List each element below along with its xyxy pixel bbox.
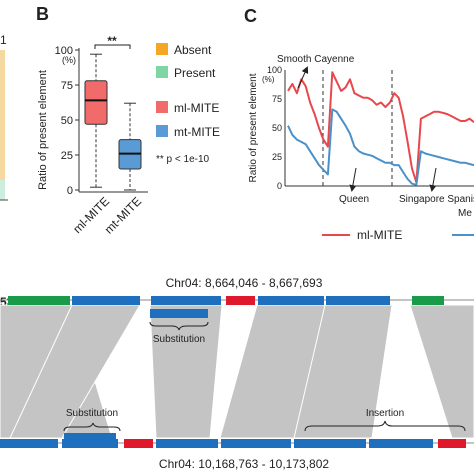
bottom-substitution-label: Substitution bbox=[66, 408, 118, 419]
legend-label-present: Present bbox=[174, 66, 216, 80]
synteny-bottom-track bbox=[0, 439, 474, 448]
panel-b-boxes bbox=[84, 53, 142, 191]
bottom-red-block-1 bbox=[124, 439, 153, 448]
panel-b-y-tick-label: 75 bbox=[61, 80, 73, 92]
bottom-blue-block-6 bbox=[369, 439, 433, 448]
panel-b-y-ticks: 0 25 50 75 100 bbox=[55, 45, 79, 197]
line-series-ml-mite bbox=[287, 71, 474, 184]
legend-swatch-ml-mite bbox=[156, 101, 168, 113]
panel-c-x-axis-partial: Me bbox=[458, 208, 472, 219]
arrow-smooth-cayenne bbox=[297, 66, 309, 89]
panel-c-y-ticks: 0 25 50 75 100 bbox=[267, 65, 282, 191]
panel-c-series bbox=[287, 71, 474, 186]
bottom-blue-block-5 bbox=[294, 439, 366, 448]
annotation-smooth-cayenne: Smooth Cayenne bbox=[277, 54, 355, 65]
panel-c-y-tick-label: 25 bbox=[272, 152, 282, 162]
edge-label-top: 1 bbox=[0, 33, 7, 47]
panel-b-y-axis-label: Ratio of present element bbox=[37, 70, 49, 190]
insertion-label: Insertion bbox=[366, 408, 404, 419]
line-series-mt-mite bbox=[287, 108, 474, 186]
legend-swatch-mt-mite bbox=[156, 125, 168, 137]
legend-swatch-absent bbox=[156, 43, 168, 55]
panel-b-y-tick-label: 0 bbox=[67, 185, 73, 197]
p-value-note: ** p < 1e-10 bbox=[156, 154, 210, 165]
top-blue-block-4 bbox=[326, 296, 390, 305]
top-substitution-block bbox=[150, 309, 208, 318]
synteny-top-label: Chr04: 8,664,046 - 8,667,693 bbox=[166, 276, 323, 290]
panel-label-c: C bbox=[244, 6, 257, 26]
bottom-blue-block-2 bbox=[62, 439, 118, 448]
top-green-block-1 bbox=[8, 296, 70, 305]
bottom-substitution-brace bbox=[63, 422, 121, 432]
panel-c-y-tick-label: 0 bbox=[277, 181, 282, 191]
panel-c-y-tick-label: 50 bbox=[272, 123, 282, 133]
bottom-blue-block-3 bbox=[156, 439, 218, 448]
panel-b-y-unit: (%) bbox=[62, 55, 76, 65]
synteny-top-track bbox=[0, 296, 474, 305]
panel-c-y-axis-label: Ratio of present element bbox=[248, 73, 259, 182]
significance-stars: ** bbox=[107, 34, 117, 48]
bottom-red-block-2 bbox=[438, 439, 466, 448]
top-substitution-brace bbox=[149, 321, 209, 331]
panel-b-y-tick-label: 100 bbox=[55, 45, 73, 57]
legend-label-mt-mite: mt-MITE bbox=[174, 125, 220, 139]
annotation-queen: Queen bbox=[339, 194, 369, 205]
top-blue-block-2 bbox=[151, 296, 221, 305]
ribbon-6 bbox=[409, 304, 474, 439]
significance-bracket bbox=[94, 44, 131, 49]
panel-b-y-tick-label: 25 bbox=[61, 150, 73, 162]
synteny-bottom-label: Chr04: 10,168,763 - 10,173,802 bbox=[159, 457, 329, 471]
top-blue-block-1 bbox=[72, 296, 140, 305]
top-green-block-2 bbox=[412, 296, 444, 305]
left-panel-remnant-absent bbox=[0, 50, 5, 180]
panel-c-y-tick-label: 100 bbox=[267, 65, 282, 75]
top-red-block bbox=[226, 296, 255, 305]
arrow-singapore-spanish bbox=[429, 167, 437, 192]
ribbon-3 bbox=[149, 304, 223, 439]
bottom-blue-block-4 bbox=[221, 439, 291, 448]
left-panel-remnant-present bbox=[0, 180, 5, 200]
top-blue-block-3 bbox=[258, 296, 324, 305]
insertion-brace bbox=[304, 420, 466, 432]
annotation-singapore-spanish: Singapore Spanish bbox=[399, 194, 474, 205]
bottom-substitution-block bbox=[64, 433, 116, 442]
top-substitution-label: Substitution bbox=[153, 334, 205, 345]
panel-c-y-unit: (%) bbox=[262, 75, 275, 84]
panel-b-y-tick-label: 50 bbox=[61, 115, 73, 127]
panel-c-legend-ml-mite: ml-MITE bbox=[357, 228, 402, 242]
bottom-blue-block-1 bbox=[0, 439, 58, 448]
legend-label-absent: Absent bbox=[174, 43, 212, 57]
arrow-queen bbox=[349, 167, 357, 192]
legend-swatch-present bbox=[156, 66, 168, 78]
box-body bbox=[84, 80, 108, 125]
panel-c-y-tick-label: 75 bbox=[272, 94, 282, 104]
panel-label-b: B bbox=[36, 4, 49, 24]
legend-label-ml-mite: ml-MITE bbox=[174, 101, 219, 115]
